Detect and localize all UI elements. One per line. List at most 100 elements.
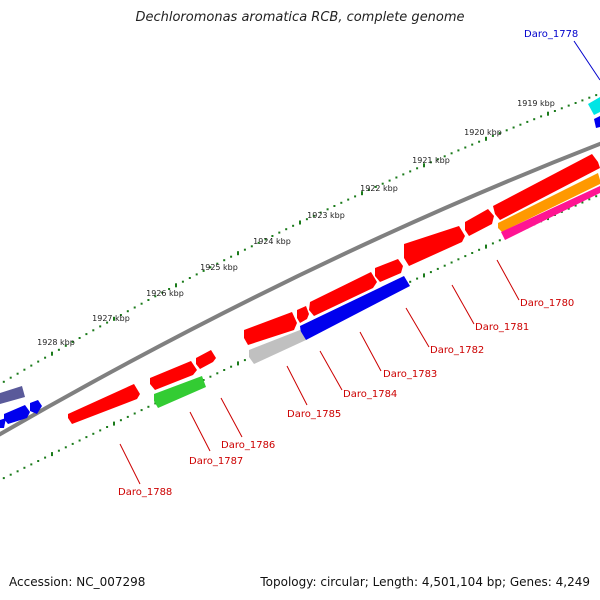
inner-track-dot — [147, 405, 150, 408]
inner-track-dot — [9, 473, 12, 476]
outer-track-major-tick — [423, 163, 425, 168]
outer-track-dot — [57, 348, 60, 351]
outer-track-dot — [209, 266, 212, 269]
inner-track-dot — [44, 456, 47, 459]
outer-track-dot — [278, 231, 281, 234]
inner-track-dot — [416, 277, 419, 280]
outer-track-dot — [540, 115, 543, 118]
gene-label-daro-1783: Daro_1783 — [383, 369, 437, 380]
gene-block-slate — [0, 386, 25, 404]
gene-block-magenta — [501, 186, 600, 240]
accession-text: Accession: NC_007298 — [9, 575, 146, 589]
outer-track-dot — [388, 179, 391, 182]
outer-track-dot — [464, 146, 467, 149]
outer-track-dot — [161, 291, 164, 294]
inner-track-dot — [409, 280, 412, 283]
outer-track-dot — [347, 198, 350, 201]
outer-track-dot — [505, 129, 508, 132]
inner-track-dot — [23, 466, 26, 469]
gene-arrow-red-10 — [68, 384, 140, 424]
outer-track-dot — [354, 195, 357, 198]
outer-track-dot — [526, 120, 529, 123]
gene-label-daro-1780: Daro_1780 — [520, 298, 574, 309]
inner-track-dot — [443, 264, 446, 267]
gene-arrow-red-6 — [297, 306, 309, 323]
outer-track-dot — [285, 228, 288, 231]
inner-track-dot — [498, 239, 501, 242]
outer-track-dot — [44, 356, 47, 359]
gene-block-orange — [498, 173, 600, 232]
gene-arrow-red-2 — [465, 209, 494, 236]
inner-track-dot — [471, 252, 474, 254]
outer-track-dot — [154, 295, 157, 298]
outer-track-dot — [443, 155, 446, 158]
scale-label-1920: 1920 kbp — [464, 128, 502, 137]
inner-track-dot — [85, 436, 88, 439]
gene-arrow-red-9 — [150, 361, 197, 390]
inner-track-dot — [133, 412, 136, 415]
outer-track-dot — [326, 208, 329, 211]
outer-track-dot — [216, 262, 219, 265]
inner-track-dot — [457, 258, 460, 261]
outer-track-dot — [119, 314, 122, 316]
inner-track-dot — [64, 446, 67, 449]
outer-track-major-tick — [485, 136, 487, 141]
outer-track-dot — [230, 255, 233, 258]
outer-track-dot — [450, 152, 453, 155]
outer-track-major-tick — [299, 220, 301, 225]
outer-track-dot — [416, 167, 419, 170]
inner-track-dot — [92, 432, 95, 435]
outer-track-dot — [181, 280, 184, 283]
outer-track-dot — [140, 302, 143, 305]
gene-block-gray — [249, 330, 306, 364]
outer-track-dot — [23, 368, 26, 371]
scale-label-1919: 1919 kbp — [517, 99, 555, 108]
scale-label-1928: 1928 kbp — [37, 338, 75, 347]
outer-track-dot — [250, 245, 253, 248]
outer-track-dot — [367, 189, 370, 191]
outer-track-major-tick — [113, 316, 115, 321]
outer-track-dot — [581, 99, 584, 102]
leader-line-daro-1781 — [451, 284, 475, 325]
outer-track-dot — [271, 235, 274, 237]
leader-line-daro-1785 — [286, 365, 308, 406]
outer-track-dot — [533, 118, 536, 121]
outer-track-dot — [292, 224, 295, 227]
outer-track-dot — [305, 218, 308, 221]
outer-track-major-tick — [361, 191, 363, 196]
inner-track-dot — [243, 359, 246, 362]
outer-track-dot — [168, 288, 171, 290]
gene-label-daro-1781: Daro_1781 — [475, 322, 529, 333]
inner-track-dot — [574, 204, 577, 207]
inner-track-dot — [216, 372, 219, 375]
outer-track-dot — [498, 132, 501, 135]
leader-line-daro-1783 — [359, 331, 382, 372]
inner-track-dot — [202, 379, 205, 381]
inner-track-dot — [37, 460, 40, 462]
outer-track-dot — [588, 96, 591, 99]
leader-line-daro-1782 — [405, 307, 430, 348]
inner-track-dot — [436, 267, 439, 270]
outer-track-dot — [512, 126, 515, 129]
inner-track-major-tick — [423, 273, 425, 278]
outer-track-dot — [106, 321, 109, 324]
inner-track-dot — [78, 439, 81, 442]
inner-track-dot — [491, 242, 494, 245]
scale-label-1922: 1922 kbp — [360, 184, 398, 193]
inner-track-major-tick — [237, 361, 239, 366]
scale-label-1921: 1921 kbp — [412, 156, 450, 165]
outer-track-dot — [264, 238, 267, 241]
outer-track-dot — [436, 158, 439, 161]
inner-track-dot — [30, 463, 33, 466]
outer-track-major-tick — [237, 251, 239, 256]
inner-track-dot — [588, 198, 591, 201]
outer-track-dot — [567, 104, 570, 107]
outer-track-dot — [595, 94, 598, 97]
gene-block-blue-left-2 — [30, 400, 42, 414]
scale-label-1925: 1925 kbp — [200, 263, 238, 272]
genome-summary-text: Topology: circular; Length: 4,501,104 bp… — [260, 575, 590, 589]
gene-arrow-red-5 — [309, 272, 377, 316]
outer-track-dot — [471, 143, 474, 146]
